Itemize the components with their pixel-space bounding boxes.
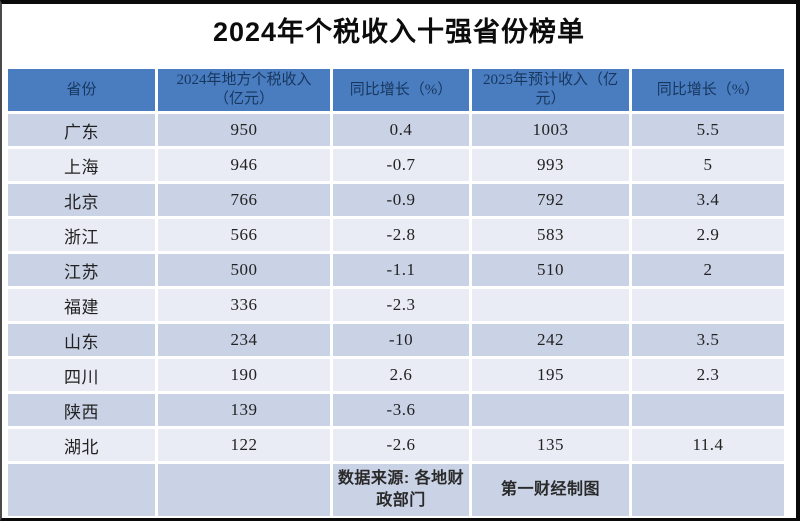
footer-empty-cell [158, 464, 330, 516]
cell-yoy-2024: 0.4 [333, 114, 469, 146]
table-row-zhejiang: 浙江 566 -2.8 583 2.9 [8, 219, 784, 251]
cell-yoy-2024: -3.6 [333, 394, 469, 426]
column-header-income-2024: 2024年地方个税收入（亿元） [158, 69, 330, 111]
cell-income-2024: 566 [158, 219, 330, 251]
cell-income-2024: 122 [158, 429, 330, 461]
footer-empty-cell [632, 464, 784, 516]
table-footer-row: 数据来源: 各地财政部门 第一财经制图 [8, 464, 784, 516]
column-header-yoy-2024: 同比增长（%） [333, 69, 469, 111]
cell-province: 陕西 [8, 394, 155, 426]
table-row-shandong: 山东 234 -10 242 3.5 [8, 324, 784, 356]
table-row-shanghai: 上海 946 -0.7 993 5 [8, 149, 784, 181]
cell-income-2025: 510 [472, 254, 629, 286]
cell-yoy-2025: 5 [632, 149, 784, 181]
cell-yoy-2024: -1.1 [333, 254, 469, 286]
tax-ranking-table: 省份 2024年地方个税收入（亿元） 同比增长（%） 2025年预计收入（亿元）… [5, 66, 787, 518]
cell-yoy-2025: 2 [632, 254, 784, 286]
cell-yoy-2024: -0.9 [333, 184, 469, 216]
cell-yoy-2025: 3.4 [632, 184, 784, 216]
cell-province: 湖北 [8, 429, 155, 461]
table-row-beijing: 北京 766 -0.9 792 3.4 [8, 184, 784, 216]
cell-yoy-2024: -0.7 [333, 149, 469, 181]
cell-yoy-2025: 11.4 [632, 429, 784, 461]
column-header-income-2025: 2025年预计收入（亿元） [472, 69, 629, 111]
cell-income-2024: 190 [158, 359, 330, 391]
cell-yoy-2024: -2.3 [333, 289, 469, 321]
cell-income-2024: 234 [158, 324, 330, 356]
cell-province: 山东 [8, 324, 155, 356]
cell-income-2025: 993 [472, 149, 629, 181]
table-row-guangdong: 广东 950 0.4 1003 5.5 [8, 114, 784, 146]
credit-note: 第一财经制图 [472, 464, 629, 516]
footer-empty-cell [8, 464, 155, 516]
cell-income-2025 [472, 289, 629, 321]
cell-yoy-2024: -2.6 [333, 429, 469, 461]
cell-yoy-2025: 2.3 [632, 359, 784, 391]
cell-income-2025 [472, 394, 629, 426]
cell-income-2024: 766 [158, 184, 330, 216]
table-row-fujian: 福建 336 -2.3 [8, 289, 784, 321]
cell-yoy-2025: 3.5 [632, 324, 784, 356]
cell-province: 上海 [8, 149, 155, 181]
table-row-shaanxi: 陕西 139 -3.6 [8, 394, 784, 426]
cell-yoy-2024: -2.8 [333, 219, 469, 251]
cell-yoy-2025 [632, 289, 784, 321]
cell-yoy-2025: 2.9 [632, 219, 784, 251]
cell-province: 广东 [8, 114, 155, 146]
cell-province: 江苏 [8, 254, 155, 286]
cell-income-2024: 950 [158, 114, 330, 146]
cell-income-2025: 195 [472, 359, 629, 391]
cell-province: 浙江 [8, 219, 155, 251]
cell-income-2024: 946 [158, 149, 330, 181]
cell-income-2024: 139 [158, 394, 330, 426]
column-header-yoy-2025: 同比增长（%） [632, 69, 784, 111]
cell-yoy-2024: 2.6 [333, 359, 469, 391]
table-row-sichuan: 四川 190 2.6 195 2.3 [8, 359, 784, 391]
cell-yoy-2025: 5.5 [632, 114, 784, 146]
cell-yoy-2024: -10 [333, 324, 469, 356]
cell-income-2025: 242 [472, 324, 629, 356]
data-source-note: 数据来源: 各地财政部门 [333, 464, 469, 516]
column-header-province: 省份 [8, 69, 155, 111]
cell-province: 福建 [8, 289, 155, 321]
cell-income-2025: 135 [472, 429, 629, 461]
table-row-hubei: 湖北 122 -2.6 135 11.4 [8, 429, 784, 461]
table-header-row: 省份 2024年地方个税收入（亿元） 同比增长（%） 2025年预计收入（亿元）… [8, 69, 784, 111]
cell-income-2024: 500 [158, 254, 330, 286]
table-row-jiangsu: 江苏 500 -1.1 510 2 [8, 254, 784, 286]
cell-income-2025: 1003 [472, 114, 629, 146]
cell-province: 北京 [8, 184, 155, 216]
cell-province: 四川 [8, 359, 155, 391]
page-title: 2024年个税收入十强省份榜单 [212, 17, 586, 47]
cell-yoy-2025 [632, 394, 784, 426]
cell-income-2024: 336 [158, 289, 330, 321]
cell-income-2025: 792 [472, 184, 629, 216]
cell-income-2025: 583 [472, 219, 629, 251]
